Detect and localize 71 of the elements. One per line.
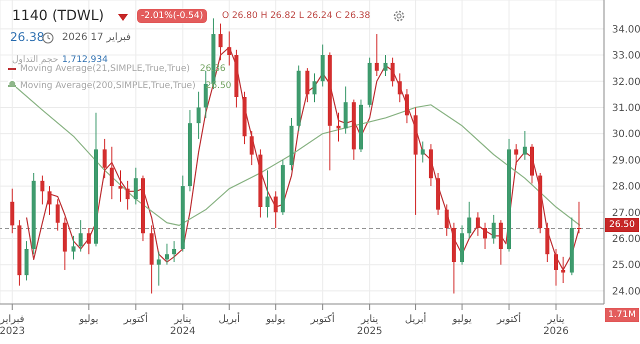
candlestick (390, 57, 395, 87)
candlestick (374, 34, 379, 76)
legend-label: Moving Average(21,SIMPLE,True,True) (20, 64, 190, 74)
y-tick-label: 27.00 (612, 208, 640, 219)
annotation: O 26.80 H 26.82 L 26.24 C 26.38 (222, 11, 370, 21)
x-tick-label: يوليو (451, 314, 472, 325)
annotation: 26.38 (10, 30, 44, 44)
candlestick (196, 91, 201, 140)
candlestick (492, 214, 496, 244)
candlestick (404, 88, 409, 124)
candlestick (514, 144, 518, 166)
y-tick-label: 29.00 (612, 155, 640, 166)
candlestick (72, 235, 76, 260)
candlestick (102, 138, 107, 179)
annotation: فبراير 17 2026 (62, 32, 131, 43)
x-tick-label: أبريل (218, 312, 240, 325)
candlestick (398, 72, 402, 103)
candlestick (305, 68, 310, 103)
candlestick (164, 243, 169, 266)
candlestick (576, 201, 581, 234)
candlestick (227, 30, 232, 66)
y-tick-label: 28.00 (612, 182, 640, 193)
text: 1140 (TDWL) (12, 8, 104, 24)
candlestick (48, 186, 52, 216)
candlestick (274, 190, 278, 228)
y-tick-label: 26.00 (612, 234, 640, 246)
x-tick-label: أبريل (404, 312, 427, 325)
y-tick-label: 32.00 (612, 76, 640, 88)
candlestick (172, 240, 176, 263)
candlestick (383, 54, 388, 76)
x-tick-label: يوليو (265, 314, 286, 325)
candlestick (78, 220, 83, 252)
candlestick (218, 23, 223, 61)
annotation: 1,712,934 (62, 55, 108, 65)
candlestick (56, 198, 60, 232)
candlestick (266, 170, 270, 218)
candlestick (554, 248, 558, 286)
y-tick-label: 31.00 (612, 103, 640, 114)
x-tick-label: أكتوبر (310, 312, 335, 325)
candlestick (10, 188, 14, 234)
x-tick-label: يوليو (78, 314, 99, 325)
x-tick-label: أكتوبر (122, 312, 148, 325)
y-tick-label: 24.00 (612, 286, 640, 298)
candlestick (444, 204, 449, 236)
candlestick (420, 141, 425, 163)
candlestick (336, 112, 341, 142)
candlestick (156, 251, 161, 286)
candlestick (110, 146, 114, 200)
candlestick (522, 130, 527, 160)
annotation: حجم التداول (12, 55, 58, 65)
candlestick (40, 175, 44, 205)
y-tick-label: 30.00 (612, 129, 640, 140)
candlestick (86, 228, 91, 255)
y-tick-label: 25.00 (612, 260, 640, 272)
x-tick-label: أكتوبر (496, 312, 522, 325)
candlestick (476, 212, 480, 236)
candlestick (204, 70, 208, 118)
text: 26.50 (605, 218, 639, 232)
candlestick (126, 180, 130, 210)
y-tick-label: 34.00 (612, 24, 640, 36)
candlestick (561, 256, 566, 284)
candlestick (483, 222, 488, 250)
candlestick (250, 130, 254, 166)
y-tick-label: 33.00 (612, 50, 640, 62)
candlestick (312, 72, 317, 103)
candlestick (118, 170, 122, 202)
candlestick (467, 201, 472, 239)
legend-label: Moving Average(200,SIMPLE,True,True) (20, 80, 196, 90)
text: 1.71M (605, 308, 639, 322)
annotation: -2.01%(-0.54) (137, 9, 208, 23)
candlestick (134, 167, 138, 205)
